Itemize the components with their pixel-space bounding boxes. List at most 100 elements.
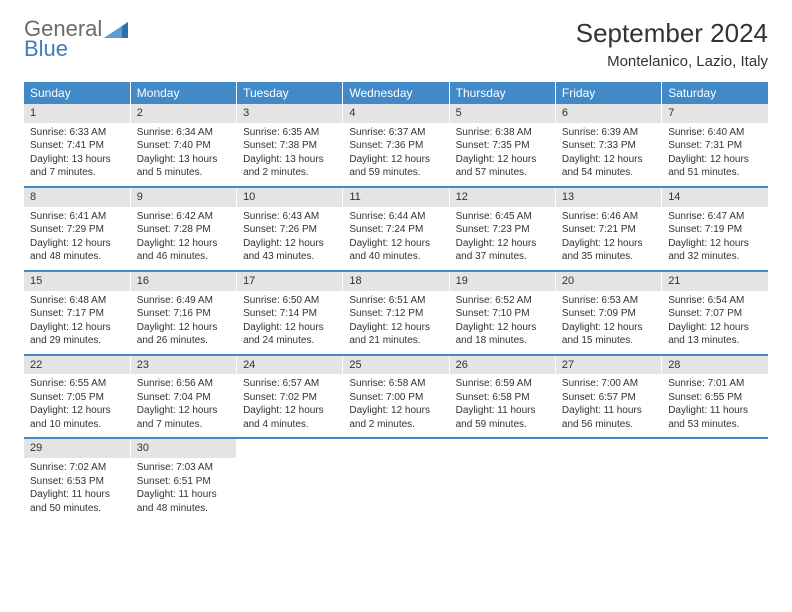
daylight-text: Daylight: 11 hours and 50 minutes. [30,488,124,515]
sunset-text: Sunset: 7:41 PM [30,139,124,153]
day-number: 29 [24,439,130,458]
calendar-cell: 27Sunrise: 7:00 AMSunset: 6:57 PMDayligh… [555,355,661,439]
day-number: 26 [450,356,555,375]
sunrise-text: Sunrise: 6:55 AM [30,377,124,391]
sunset-text: Sunset: 7:05 PM [30,391,124,405]
calendar-cell [449,438,555,521]
day-number: 14 [662,188,768,207]
day-number: 9 [131,188,236,207]
day-number: 18 [343,272,448,291]
sunrise-text: Sunrise: 6:40 AM [668,126,762,140]
sunrise-text: Sunrise: 6:42 AM [137,210,230,224]
day-content: Sunrise: 6:33 AMSunset: 7:41 PMDaylight:… [24,123,130,186]
daylight-text: Daylight: 12 hours and 4 minutes. [243,404,336,431]
sunrise-text: Sunrise: 6:43 AM [243,210,336,224]
day-content: Sunrise: 6:35 AMSunset: 7:38 PMDaylight:… [237,123,342,186]
day-content: Sunrise: 6:49 AMSunset: 7:16 PMDaylight:… [131,291,236,354]
calendar-cell: 14Sunrise: 6:47 AMSunset: 7:19 PMDayligh… [662,187,768,271]
calendar-cell: 16Sunrise: 6:49 AMSunset: 7:16 PMDayligh… [130,271,236,355]
calendar-cell [237,438,343,521]
sunset-text: Sunset: 7:23 PM [456,223,549,237]
day-number: 20 [556,272,661,291]
weekday-thursday: Thursday [449,82,555,104]
day-number: 21 [662,272,768,291]
sunset-text: Sunset: 7:21 PM [562,223,655,237]
sunset-text: Sunset: 6:51 PM [137,475,230,489]
daylight-text: Daylight: 12 hours and 24 minutes. [243,321,336,348]
daylight-text: Daylight: 12 hours and 10 minutes. [30,404,124,431]
daylight-text: Daylight: 12 hours and 21 minutes. [349,321,442,348]
day-number: 6 [556,104,661,123]
header: General Blue September 2024 Montelanico,… [24,18,768,70]
sunrise-text: Sunrise: 7:01 AM [668,377,762,391]
calendar-cell: 19Sunrise: 6:52 AMSunset: 7:10 PMDayligh… [449,271,555,355]
sunset-text: Sunset: 7:00 PM [349,391,442,405]
sunset-text: Sunset: 7:24 PM [349,223,442,237]
calendar-row: 1Sunrise: 6:33 AMSunset: 7:41 PMDaylight… [24,104,768,187]
daylight-text: Daylight: 12 hours and 37 minutes. [456,237,549,264]
page: General Blue September 2024 Montelanico,… [0,0,792,539]
calendar-cell: 28 Sunrise: 7:01 AMSunset: 6:55 PMDayligh… [662,355,768,439]
day-number: 24 [237,356,342,375]
sunrise-text: Sunrise: 6:45 AM [456,210,549,224]
sunrise-text: Sunrise: 6:53 AM [562,294,655,308]
daylight-text: Daylight: 12 hours and 59 minutes. [349,153,442,180]
sunset-text: Sunset: 6:55 PM [668,391,762,405]
calendar-cell: 2Sunrise: 6:34 AMSunset: 7:40 PMDaylight… [130,104,236,187]
weekday-monday: Monday [130,82,236,104]
calendar-cell: 10Sunrise: 6:43 AMSunset: 7:26 PMDayligh… [237,187,343,271]
day-content: Sunrise: 6:54 AMSunset: 7:07 PMDaylight:… [662,291,768,354]
sunrise-text: Sunrise: 6:38 AM [456,126,549,140]
day-number: 16 [131,272,236,291]
location: Montelanico, Lazio, Italy [576,53,768,70]
daylight-text: Daylight: 12 hours and 46 minutes. [137,237,230,264]
day-number: 12 [450,188,555,207]
sunrise-text: Sunrise: 6:44 AM [349,210,442,224]
calendar-cell: 5Sunrise: 6:38 AMSunset: 7:35 PMDaylight… [449,104,555,187]
day-content: Sunrise: 6:37 AMSunset: 7:36 PMDaylight:… [343,123,448,186]
daylight-text: Daylight: 13 hours and 7 minutes. [30,153,124,180]
logo-text: General Blue [24,18,102,60]
day-content: Sunrise: 6:52 AMSunset: 7:10 PMDaylight:… [450,291,555,354]
daylight-text: Daylight: 12 hours and 7 minutes. [137,404,230,431]
day-content: Sunrise: 6:42 AMSunset: 7:28 PMDaylight:… [131,207,236,270]
day-number: 2 [131,104,236,123]
day-content: Sunrise: 6:58 AMSunset: 7:00 PMDaylight:… [343,374,448,437]
sunrise-text: Sunrise: 6:54 AM [668,294,762,308]
daylight-text: Daylight: 11 hours and 53 minutes. [668,404,762,431]
calendar-cell: 13Sunrise: 6:46 AMSunset: 7:21 PMDayligh… [555,187,661,271]
calendar-body: 1Sunrise: 6:33 AMSunset: 7:41 PMDaylight… [24,104,768,521]
day-number: 23 [131,356,236,375]
calendar-cell: 18Sunrise: 6:51 AMSunset: 7:12 PMDayligh… [343,271,449,355]
day-number: 13 [556,188,661,207]
day-content: Sunrise: 6:56 AMSunset: 7:04 PMDaylight:… [131,374,236,437]
sunset-text: Sunset: 7:33 PM [562,139,655,153]
day-content: Sunrise: 6:40 AMSunset: 7:31 PMDaylight:… [662,123,768,186]
calendar-cell: 23Sunrise: 6:56 AMSunset: 7:04 PMDayligh… [130,355,236,439]
calendar-cell: 4Sunrise: 6:37 AMSunset: 7:36 PMDaylight… [343,104,449,187]
calendar-cell: 1Sunrise: 6:33 AMSunset: 7:41 PMDaylight… [24,104,130,187]
daylight-text: Daylight: 11 hours and 59 minutes. [456,404,549,431]
calendar-cell: 24Sunrise: 6:57 AMSunset: 7:02 PMDayligh… [237,355,343,439]
day-content: Sunrise: 6:45 AMSunset: 7:23 PMDaylight:… [450,207,555,270]
sunset-text: Sunset: 7:38 PM [243,139,336,153]
daylight-text: Daylight: 12 hours and 29 minutes. [30,321,124,348]
sunrise-text: Sunrise: 6:46 AM [562,210,655,224]
sunrise-text: Sunrise: 6:52 AM [456,294,549,308]
calendar-cell: 6Sunrise: 6:39 AMSunset: 7:33 PMDaylight… [555,104,661,187]
sunrise-text: Sunrise: 6:49 AM [137,294,230,308]
day-number: 11 [343,188,448,207]
daylight-text: Daylight: 12 hours and 43 minutes. [243,237,336,264]
day-number: 17 [237,272,342,291]
day-content: Sunrise: 6:41 AMSunset: 7:29 PMDaylight:… [24,207,130,270]
calendar-head: SundayMondayTuesdayWednesdayThursdayFrid… [24,82,768,104]
daylight-text: Daylight: 12 hours and 32 minutes. [668,237,762,264]
daylight-text: Daylight: 12 hours and 26 minutes. [137,321,230,348]
weekday-row: SundayMondayTuesdayWednesdayThursdayFrid… [24,82,768,104]
calendar-cell: 8Sunrise: 6:41 AMSunset: 7:29 PMDaylight… [24,187,130,271]
sunrise-text: Sunrise: 6:47 AM [668,210,762,224]
day-content: Sunrise: 7:03 AMSunset: 6:51 PMDaylight:… [131,458,236,521]
day-number: 8 [24,188,130,207]
day-number: 28 [662,356,768,375]
logo-triangle-icon [104,22,130,42]
